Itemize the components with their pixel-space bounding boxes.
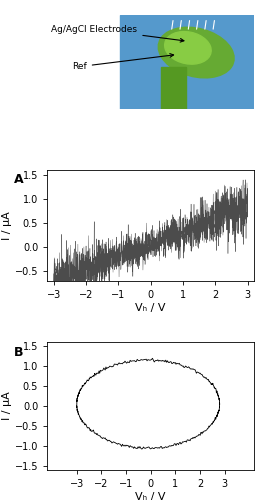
X-axis label: Vₕ / V: Vₕ / V xyxy=(135,302,166,312)
Bar xyxy=(161,66,186,109)
Bar xyxy=(119,15,254,109)
Y-axis label: I / μA: I / μA xyxy=(2,211,12,240)
Text: Ref: Ref xyxy=(72,54,173,71)
X-axis label: Vₕ / V: Vₕ / V xyxy=(135,492,166,500)
Ellipse shape xyxy=(158,28,234,78)
Text: B: B xyxy=(14,346,24,359)
Y-axis label: I / μA: I / μA xyxy=(2,392,12,420)
Text: Ag/AgCl Electrodes: Ag/AgCl Electrodes xyxy=(51,24,184,42)
Ellipse shape xyxy=(165,32,211,64)
Text: A: A xyxy=(14,174,24,186)
